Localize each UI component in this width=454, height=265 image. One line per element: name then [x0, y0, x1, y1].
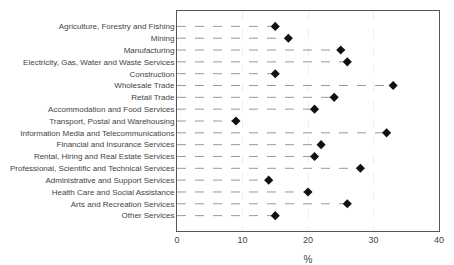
svg-text:Transport, Postal and Warehous: Transport, Postal and Warehousing	[49, 117, 174, 126]
svg-text:Manufacturing: Manufacturing	[124, 46, 175, 55]
svg-text:Financial and Insurance Servic: Financial and Insurance Services	[57, 140, 175, 149]
svg-text:Mining: Mining	[151, 34, 175, 43]
svg-text:Wholesale Trade: Wholesale Trade	[114, 81, 175, 90]
svg-text:Construction: Construction	[129, 69, 174, 78]
svg-text:20: 20	[303, 235, 313, 245]
svg-text:Rental, Hiring and Real Estate: Rental, Hiring and Real Estate Services	[34, 152, 175, 161]
svg-text:Agriculture, Forestry and Fish: Agriculture, Forestry and Fishing	[59, 22, 175, 31]
svg-text:Electricity, Gas, Water and Wa: Electricity, Gas, Water and Waste Servic…	[23, 58, 174, 67]
svg-text:0: 0	[174, 235, 179, 245]
svg-text:Accommodation and Food Service: Accommodation and Food Services	[48, 105, 174, 114]
svg-text:Retail Trade: Retail Trade	[131, 93, 175, 102]
svg-text:Other Services: Other Services	[121, 211, 174, 220]
svg-text:Health Care and Social Assista: Health Care and Social Assistance	[52, 188, 175, 197]
svg-text:40: 40	[434, 235, 444, 245]
svg-text:%: %	[304, 254, 313, 265]
svg-text:Arts and Recreation Services: Arts and Recreation Services	[71, 200, 175, 209]
svg-text:Administrative and Support Ser: Administrative and Support Services	[45, 176, 174, 185]
svg-text:10: 10	[237, 235, 247, 245]
svg-text:30: 30	[368, 235, 378, 245]
svg-text:Professional, Scientific and T: Professional, Scientific and Technical S…	[10, 164, 174, 173]
svg-text:Information Media and Telecomm: Information Media and Telecommunications	[20, 129, 174, 138]
